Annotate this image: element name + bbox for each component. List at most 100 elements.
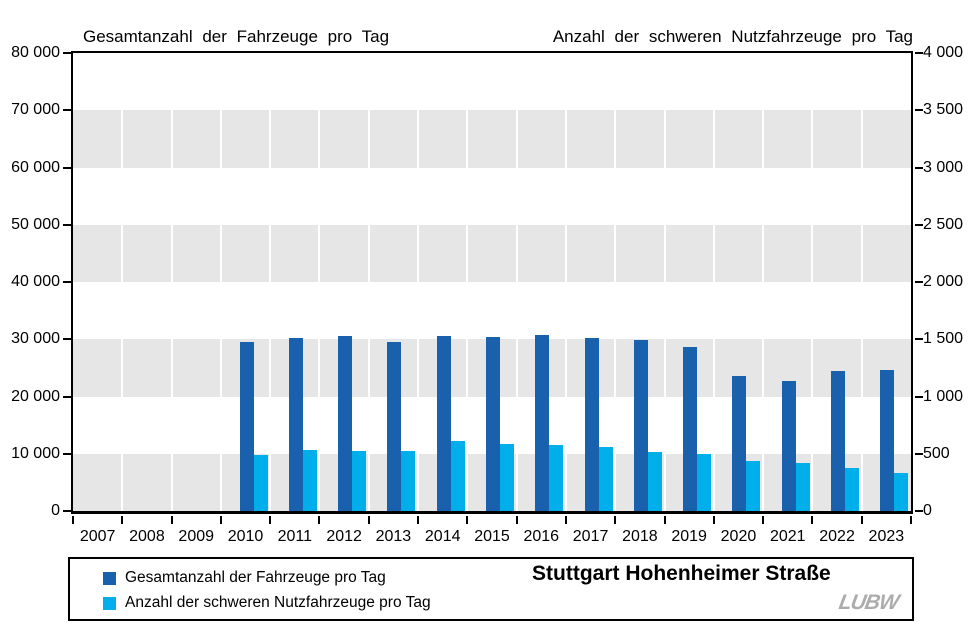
bar-heavy-2023 <box>894 472 909 511</box>
x-axis-tick <box>466 516 469 524</box>
x-axis-tick <box>515 516 518 524</box>
legend-item-total: Gesamtanzahl der Fahrzeuge pro Tag <box>103 569 386 587</box>
x-axis-label: 2016 <box>523 528 560 545</box>
x-axis-label: 2022 <box>819 528 855 545</box>
y-axis-left-tick <box>63 52 71 54</box>
bar-total-2020 <box>732 376 747 511</box>
y-axis-left-label: 70 000 <box>11 101 60 119</box>
y-axis-left-tick <box>63 223 71 226</box>
bar-total-2021 <box>781 381 796 511</box>
x-axis-label: 2023 <box>868 528 905 545</box>
legend-item-heavy: Anzahl der schweren Nutzfahrzeuge pro Ta… <box>103 594 431 612</box>
y-axis-left-tick <box>63 281 71 283</box>
y-axis-left-label: 30 000 <box>11 330 60 348</box>
grid-vline <box>466 53 469 511</box>
x-axis-tick <box>72 516 74 524</box>
bar-total-2011 <box>288 337 303 511</box>
bar-total-2016 <box>535 335 550 511</box>
x-axis-label: 2019 <box>671 528 707 545</box>
x-axis-tick <box>269 516 272 524</box>
y-axis-right-label: 4 000 <box>923 44 964 61</box>
y-axis-right-label: 500 <box>923 444 950 462</box>
bar-heavy-2018 <box>647 452 662 511</box>
station-title: Stuttgart Hohenheimer Straße <box>532 562 831 585</box>
grid-vline <box>219 53 222 511</box>
chart-title-right: Anzahl der schweren Nutzfahrzeuge pro Ta… <box>552 27 913 46</box>
grid-vline <box>663 53 666 511</box>
grid-vline <box>515 53 518 511</box>
bar-total-2012 <box>338 335 353 511</box>
x-axis-tick <box>367 516 370 524</box>
x-axis-label: 2008 <box>129 528 165 545</box>
x-axis-label: 2020 <box>720 528 757 545</box>
x-axis-tick <box>712 516 715 524</box>
x-axis-tick <box>170 516 173 524</box>
grid-vline <box>170 53 173 511</box>
legend-box: Gesamtanzahl der Fahrzeuge pro Tag Anzah… <box>68 557 914 621</box>
legend-swatch-total <box>103 571 116 585</box>
y-axis-right-tick <box>915 452 923 455</box>
bar-heavy-2012 <box>352 451 367 511</box>
y-axis-right-label: 2 000 <box>923 273 964 290</box>
bar-heavy-2016 <box>549 445 564 511</box>
grid-vline <box>762 53 765 511</box>
grid-vline <box>318 53 321 511</box>
bar-total-2017 <box>584 338 599 511</box>
x-axis-tick <box>860 516 863 524</box>
y-axis-right-tick <box>915 223 923 226</box>
x-axis-label: 2010 <box>227 528 264 545</box>
grid-band <box>73 224 911 282</box>
y-axis-right-tick <box>915 338 923 341</box>
y-axis-right-label: 3 500 <box>923 101 964 119</box>
grid-vline <box>269 53 272 511</box>
x-axis-label: 2012 <box>326 528 362 545</box>
x-axis-tick <box>811 516 814 524</box>
grid-vline <box>564 53 567 511</box>
y-axis-left-tick <box>63 395 71 398</box>
bar-total-2019 <box>683 347 698 511</box>
y-axis-right-tick <box>915 166 923 169</box>
bar-heavy-2015 <box>500 444 514 511</box>
x-axis-tick <box>614 516 617 524</box>
y-axis-left-tick <box>63 510 71 512</box>
x-axis-tick <box>417 516 420 524</box>
legend-swatch-heavy <box>103 596 116 610</box>
chart-title-left: Gesamtanzahl der Fahrzeuge pro Tag <box>83 27 390 46</box>
plot-area <box>71 51 913 514</box>
x-axis-label: 2015 <box>474 528 510 545</box>
bar-total-2014 <box>436 335 451 511</box>
y-axis-left-label: 20 000 <box>11 387 60 405</box>
y-axis-left-label: 40 000 <box>11 273 60 290</box>
x-axis-label: 2018 <box>622 528 658 545</box>
x-axis-tick <box>219 516 222 524</box>
y-axis-left-label: 0 <box>51 502 60 519</box>
x-axis-label: 2009 <box>178 528 215 545</box>
bar-total-2015 <box>486 336 500 511</box>
grid-vline <box>811 53 814 511</box>
bar-total-2013 <box>387 342 402 511</box>
grid-vline <box>712 53 715 511</box>
grid-vline <box>614 53 617 511</box>
grid-vline <box>367 53 370 511</box>
bar-total-2010 <box>239 341 254 511</box>
bar-heavy-2019 <box>697 454 712 511</box>
bar-heavy-2010 <box>253 455 268 511</box>
y-axis-left-label: 50 000 <box>11 215 60 233</box>
legend-label-heavy: Anzahl der schweren Nutzfahrzeuge pro Ta… <box>125 594 431 611</box>
y-axis-right-label: 0 <box>923 502 932 519</box>
x-axis-label: 2013 <box>375 528 412 545</box>
grid-vline <box>860 53 863 511</box>
x-axis-label: 2007 <box>79 528 116 545</box>
x-axis-tick <box>910 516 912 524</box>
x-axis-tick <box>318 516 321 524</box>
y-axis-left-tick <box>63 166 71 169</box>
lubw-logo: LUBW <box>837 591 901 614</box>
grid-band <box>73 110 911 168</box>
y-axis-right-tick <box>915 109 923 112</box>
x-axis-tick <box>564 516 567 524</box>
y-axis-left-label: 10 000 <box>11 444 60 462</box>
x-axis-tick <box>121 516 124 524</box>
y-axis-right-tick <box>915 281 923 283</box>
bar-total-2018 <box>633 339 648 511</box>
